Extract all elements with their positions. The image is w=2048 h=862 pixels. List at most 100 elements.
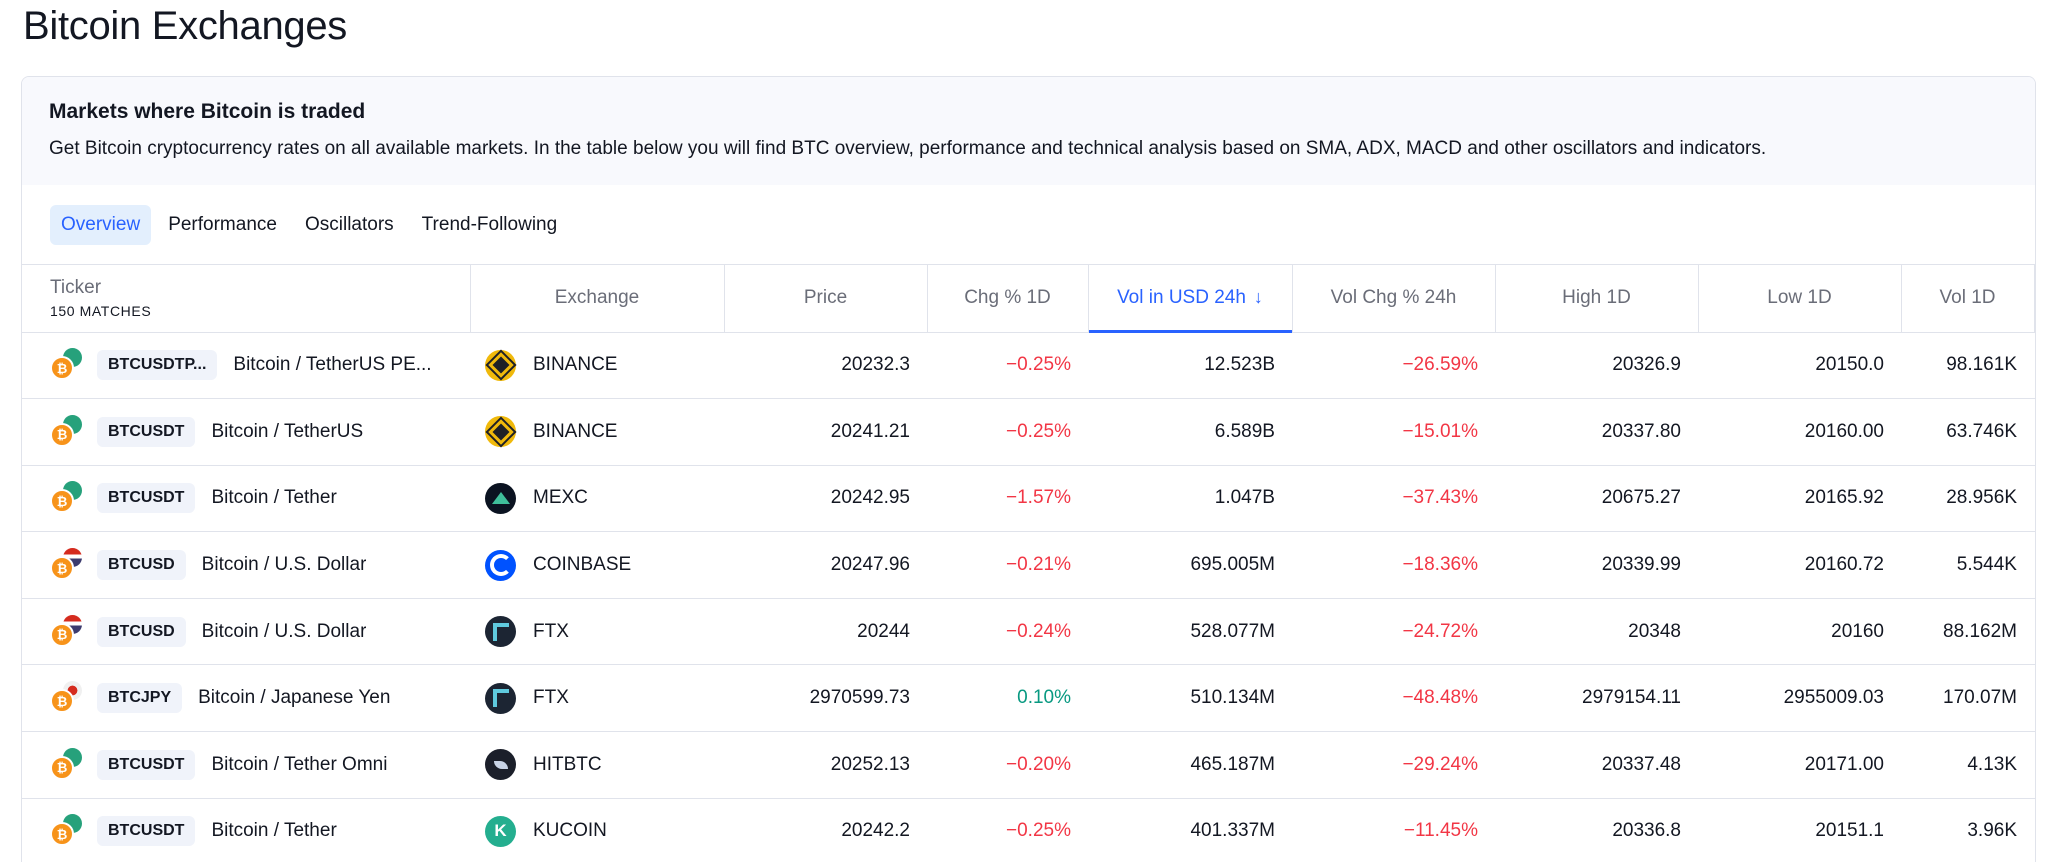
ticker-cell[interactable]: ₿ BTCUSDT Bitcoin / Tether bbox=[22, 465, 470, 533]
bitcoin-icon: ₿ bbox=[50, 356, 74, 381]
bitcoin-pair-icon: ₿ bbox=[50, 348, 82, 381]
table-body: ₿ BTCUSDTP... Bitcoin / TetherUS PE... BINA… bbox=[22, 332, 2035, 862]
bitcoin-icon: ₿ bbox=[50, 822, 74, 847]
low-cell: 20151.1 bbox=[1698, 798, 1901, 862]
table-row[interactable]: ₿ BTCUSD Bitcoin / U.S. Dollar FTX 20244 −0.2… bbox=[22, 598, 2035, 666]
pair-description: Bitcoin / U.S. Dollar bbox=[201, 554, 367, 576]
exchange-name: BINANCE bbox=[533, 420, 618, 442]
exchange-cell[interactable]: FTX bbox=[470, 664, 724, 733]
exchange-cell[interactable]: BINANCE bbox=[470, 398, 724, 466]
pair-description: Bitcoin / Tether Omni bbox=[211, 753, 388, 775]
overflow-cell bbox=[2034, 664, 2035, 733]
bitcoin-icon: ₿ bbox=[50, 622, 74, 647]
bitcoin-pair-icon: ₿ bbox=[50, 814, 82, 847]
overflow-cell bbox=[2034, 465, 2035, 533]
ticker-cell[interactable]: ₿ BTCUSDT Bitcoin / TetherUS bbox=[22, 398, 470, 466]
ticker-symbol[interactable]: BTCUSDT bbox=[97, 483, 196, 514]
column-header-high[interactable]: High 1D bbox=[1495, 265, 1699, 333]
price-cell: 20242.2 bbox=[724, 798, 927, 862]
column-header-vol-usd[interactable]: Vol in USD 24h ↓ bbox=[1088, 265, 1293, 333]
ticker-symbol[interactable]: BTCUSD bbox=[97, 550, 186, 581]
chg-cell: −0.25% bbox=[927, 332, 1088, 400]
vol-chg-cell: −26.59% bbox=[1292, 332, 1495, 400]
exchange-name: HITBTC bbox=[533, 753, 602, 775]
overflow-cell bbox=[2034, 798, 2035, 862]
column-header-chg[interactable]: Chg % 1D bbox=[927, 265, 1089, 333]
exchange-cell[interactable]: HITBTC bbox=[470, 731, 724, 799]
column-header-vol[interactable]: Vol 1D bbox=[1901, 265, 2035, 333]
ticker-cell[interactable]: ₿ BTCUSDT Bitcoin / Tether bbox=[22, 798, 470, 862]
low-cell: 20160 bbox=[1698, 598, 1901, 666]
vol-chg-cell: −15.01% bbox=[1292, 398, 1495, 466]
ticker-symbol[interactable]: BTCJPY bbox=[97, 683, 183, 714]
table-row[interactable]: ₿ BTCUSDT Bitcoin / Tether KUCOIN 20242.2−0.… bbox=[22, 798, 2035, 862]
card-description: Get Bitcoin cryptocurrency rates on all … bbox=[49, 138, 1767, 159]
exchange-cell[interactable]: COINBASE bbox=[470, 531, 724, 599]
ticker-symbol[interactable]: BTCUSDT bbox=[97, 816, 196, 847]
table-row[interactable]: ₿ BTCJPY Bitcoin / Japanese Yen FTX 2970599.… bbox=[22, 664, 2035, 733]
ftx-logo-icon bbox=[485, 682, 516, 714]
binance-logo-icon bbox=[485, 349, 516, 381]
column-header-price[interactable]: Price bbox=[724, 265, 928, 333]
pair-description: Bitcoin / TetherUS PE... bbox=[233, 354, 432, 376]
bitcoin-pair-icon: ₿ bbox=[50, 681, 82, 714]
table-row[interactable]: ₿ BTCUSDT Bitcoin / Tether MEXC 20242.95 −1.5… bbox=[22, 465, 2035, 533]
vol-cell: 4.13K bbox=[1901, 731, 2034, 799]
exchange-cell[interactable]: MEXC bbox=[470, 465, 724, 533]
exchange-cell[interactable]: FTX bbox=[470, 598, 724, 666]
vol-chg-cell: −48.48% bbox=[1292, 664, 1495, 733]
high-cell: 20337.80 bbox=[1495, 398, 1698, 466]
column-header-exchange[interactable]: Exchange bbox=[470, 265, 725, 333]
low-cell: 20160.00 bbox=[1698, 398, 1901, 466]
ticker-cell[interactable]: ₿ BTCUSD Bitcoin / U.S. Dollar bbox=[22, 531, 470, 599]
matches-count: 150 MATCHES bbox=[50, 303, 152, 320]
high-cell: 20337.48 bbox=[1495, 731, 1698, 799]
ticker-symbol[interactable]: BTCUSDT bbox=[97, 749, 196, 780]
column-header-ticker[interactable]: Ticker 150 MATCHES bbox=[22, 265, 471, 333]
chg-cell: −0.24% bbox=[927, 598, 1088, 666]
chg-cell: 0.10% bbox=[927, 664, 1088, 733]
ticker-cell[interactable]: ₿ BTCUSD Bitcoin / U.S. Dollar bbox=[22, 598, 470, 666]
table-row[interactable]: ₿ BTCUSDT Bitcoin / Tether Omni HITBTC 20252… bbox=[22, 731, 2035, 799]
vol-cell: 63.746K bbox=[1901, 398, 2034, 466]
table-row[interactable]: ₿ BTCUSD Bitcoin / U.S. Dollar COINBASE 2024… bbox=[22, 531, 2035, 599]
tab-overview[interactable]: Overview bbox=[50, 204, 152, 245]
table-row[interactable]: ₿ BTCUSDT Bitcoin / TetherUS BINANCE 20241.2… bbox=[22, 398, 2035, 466]
exchange-cell[interactable]: KUCOIN bbox=[470, 798, 724, 862]
tab-trend-following[interactable]: Trend-Following bbox=[421, 213, 558, 235]
low-cell: 20171.00 bbox=[1698, 731, 1901, 799]
ticker-symbol[interactable]: BTCUSD bbox=[97, 616, 186, 647]
tab-oscillators[interactable]: Oscillators bbox=[304, 213, 394, 235]
price-cell: 20241.21 bbox=[724, 398, 927, 466]
ticker-symbol[interactable]: BTCUSDT bbox=[97, 416, 196, 447]
exchange-name: MEXC bbox=[533, 487, 588, 509]
low-cell: 2955009.03 bbox=[1698, 664, 1901, 733]
pair-description: Bitcoin / Tether bbox=[211, 487, 337, 509]
price-cell: 20252.13 bbox=[724, 731, 927, 799]
exchange-cell[interactable]: BINANCE bbox=[470, 332, 724, 400]
tab-performance[interactable]: Performance bbox=[168, 213, 277, 235]
low-cell: 20150.0 bbox=[1698, 332, 1901, 400]
ticker-symbol[interactable]: BTCUSDTP... bbox=[97, 350, 218, 381]
column-header-low[interactable]: Low 1D bbox=[1698, 265, 1902, 333]
chg-cell: −0.25% bbox=[927, 398, 1088, 466]
bitcoin-icon: ₿ bbox=[50, 755, 74, 780]
ticker-cell[interactable]: ₿ BTCJPY Bitcoin / Japanese Yen bbox=[22, 664, 470, 733]
pair-description: Bitcoin / TetherUS bbox=[211, 420, 364, 442]
coinbase-logo-icon bbox=[485, 549, 516, 581]
ticker-cell[interactable]: ₿ BTCUSDTP... Bitcoin / TetherUS PE... bbox=[22, 332, 470, 400]
vol-cell: 88.162M bbox=[1901, 598, 2034, 666]
pair-description: Bitcoin / U.S. Dollar bbox=[201, 620, 367, 642]
column-header-vol-chg[interactable]: Vol Chg % 24h bbox=[1292, 265, 1496, 333]
vol-usd-header-label: Vol in USD 24h bbox=[1117, 287, 1246, 309]
chg-cell: −1.57% bbox=[927, 465, 1088, 533]
bitcoin-pair-icon: ₿ bbox=[50, 481, 82, 514]
vol-cell: 170.07M bbox=[1901, 664, 2034, 733]
ticker-header-label: Ticker bbox=[50, 277, 102, 299]
high-cell: 20339.99 bbox=[1495, 531, 1698, 599]
low-cell: 20160.72 bbox=[1698, 531, 1901, 599]
ticker-cell[interactable]: ₿ BTCUSDT Bitcoin / Tether Omni bbox=[22, 731, 470, 799]
high-cell: 20348 bbox=[1495, 598, 1698, 666]
bitcoin-pair-icon: ₿ bbox=[50, 747, 82, 780]
table-row[interactable]: ₿ BTCUSDTP... Bitcoin / TetherUS PE... BINA… bbox=[22, 332, 2035, 400]
